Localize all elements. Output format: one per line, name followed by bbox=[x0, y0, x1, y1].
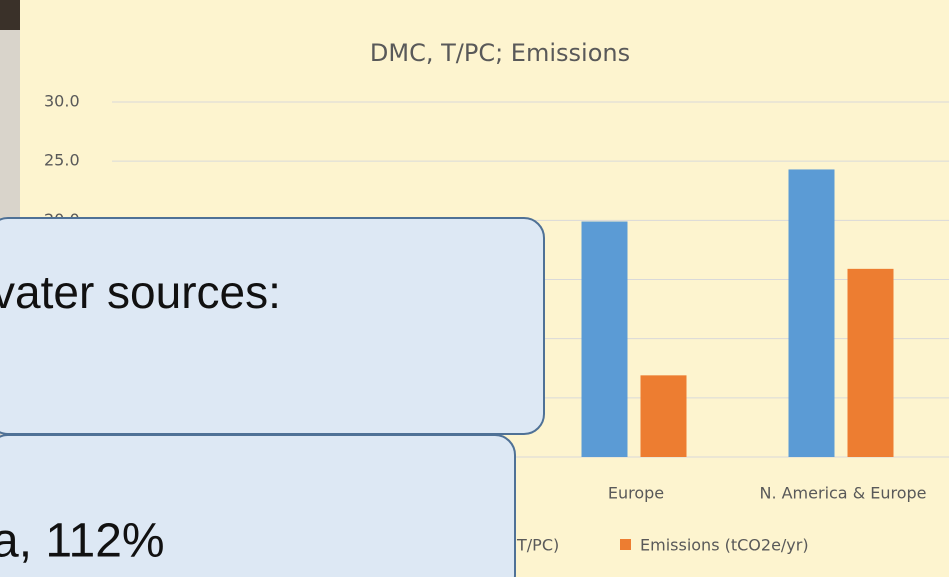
legend-label: Emissions (tCO2e/yr) bbox=[640, 536, 809, 555]
legend-swatch bbox=[620, 539, 631, 550]
x-tick-label: Europe bbox=[608, 484, 664, 503]
bar bbox=[640, 375, 687, 457]
y-tick-label: 30.0 bbox=[44, 92, 80, 111]
callout-box bbox=[0, 434, 516, 577]
bar bbox=[788, 169, 835, 457]
chart-title: DMC, T/PC; Emissions bbox=[370, 39, 630, 67]
legend-label: T/PC) bbox=[516, 536, 559, 555]
bar bbox=[847, 268, 894, 457]
callout-box bbox=[0, 217, 545, 435]
callout-text: a, 112% bbox=[0, 515, 165, 568]
y-tick-label: 25.0 bbox=[44, 151, 80, 170]
bar bbox=[581, 221, 628, 457]
x-tick-label: N. America & Europe bbox=[759, 484, 926, 503]
callout-text: vater sources: bbox=[0, 266, 281, 318]
